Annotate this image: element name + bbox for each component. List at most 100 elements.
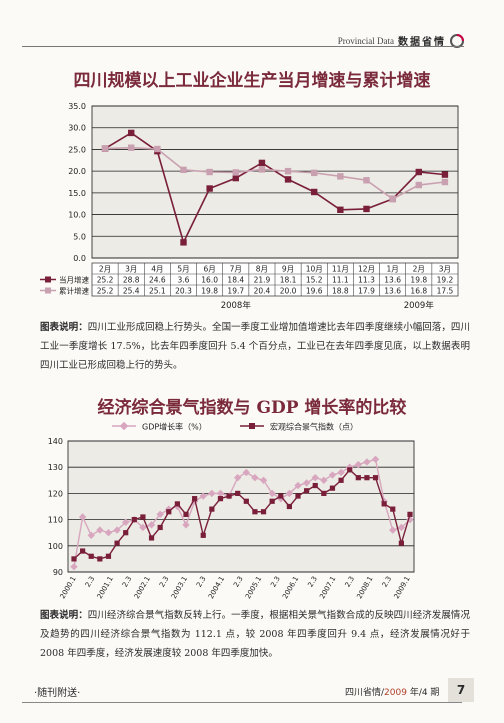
chart1-point xyxy=(284,167,292,175)
chart2-point xyxy=(114,540,120,546)
chart1-data-label: 16.8 xyxy=(410,287,427,296)
chart1-category-label: 3月 xyxy=(125,265,137,274)
chart2-xtick-label: 2.3 xyxy=(306,575,318,589)
chart2-point xyxy=(304,488,310,494)
chart2-point xyxy=(311,474,319,482)
chart2-point xyxy=(268,489,276,498)
chart2-xtick-label: 2004.1 xyxy=(207,575,226,600)
chart1-category-label: 1月 xyxy=(387,265,399,274)
chart2-point xyxy=(97,556,103,562)
chart2-point xyxy=(174,501,180,507)
chart2-legend-marker xyxy=(249,423,255,429)
chart2-xtick-label: 2.3 xyxy=(232,575,244,589)
chart1-data-label: 28.8 xyxy=(123,276,140,285)
chart1-data-label: 11.3 xyxy=(358,276,375,285)
chart2-point xyxy=(337,468,345,477)
chart1-data-label: 20.0 xyxy=(280,287,297,296)
chart2-point xyxy=(183,511,189,517)
chart1-ytick-label: 15.0 xyxy=(68,189,86,198)
chart1-year-label: 2009年 xyxy=(404,300,435,311)
chart1-title: 四川规模以上工业企业生产当月增速与累计增速 xyxy=(73,71,431,91)
chart1-category-label: 6月 xyxy=(204,265,216,274)
chart1-point xyxy=(232,169,239,176)
chart2-xtick-label: 2006.1 xyxy=(281,575,300,600)
chart1-point xyxy=(128,144,135,151)
chart1-data-label: 20.3 xyxy=(175,287,192,296)
chart2-point xyxy=(312,482,318,489)
chart1-point xyxy=(415,181,422,189)
chart1-category-label: 12月 xyxy=(358,265,375,274)
chart2-xtick-label: 2.3 xyxy=(158,575,170,589)
chart2-point xyxy=(166,509,172,515)
chart1-caption-text: 四川工业形成回稳上行势头。全国一季度工业增加值增速比去年四季度继续小幅回落，四川… xyxy=(40,322,470,371)
chart2-index-vs-gdp: GDP增长率（%） 宏观综合景气指数（点） 90 100 110 120 130 140 200… xyxy=(48,421,415,600)
chart2-point xyxy=(235,490,241,496)
chart1-data-label: 25.1 xyxy=(149,287,166,296)
chart2-point xyxy=(364,475,370,481)
chart1-category-label: 4月 xyxy=(151,265,163,274)
chart2-xtick-label: 2.3 xyxy=(195,575,207,589)
chart2-plot-area xyxy=(67,440,415,573)
header-chinese: 数据省情 xyxy=(398,37,446,48)
chart2-point xyxy=(389,526,397,534)
header-rule xyxy=(22,46,464,47)
chart1-point xyxy=(128,129,135,137)
chart2-legend-label: GDP增长率（%） xyxy=(142,422,207,432)
chart2-point xyxy=(140,514,146,520)
chart2-ytick-label: 100 xyxy=(48,542,63,551)
chart1-category-label: 3月 xyxy=(439,265,451,274)
chart2-point xyxy=(243,498,249,504)
chart1-data-label: 24.6 xyxy=(149,276,166,285)
chart2-series-line-0 xyxy=(73,458,411,567)
chart1-point xyxy=(311,169,318,177)
chart1-point xyxy=(337,206,344,213)
chart2-ytick-label: 130 xyxy=(48,463,63,472)
chart2-point xyxy=(80,548,86,554)
chart2-point xyxy=(397,523,406,532)
chart2-point xyxy=(347,467,353,473)
chart2-point xyxy=(147,521,156,529)
footer-journal-name: 四川省情/ xyxy=(345,688,385,698)
chart2-caption: 图表说明：四川经济综合景气指数反转上行。一季度，根据相关景气指数合成的反映四川经… xyxy=(40,606,470,663)
footer-rule xyxy=(22,702,462,703)
chart1-data-label: 11.1 xyxy=(332,276,349,285)
chart2-ytick-label: 120 xyxy=(48,489,63,498)
chart1-point xyxy=(415,168,422,176)
chart1-data-label: 20.4 xyxy=(254,287,271,296)
chart1-point xyxy=(258,166,266,173)
chart2-xtick-label: 2.3 xyxy=(84,575,96,589)
chart2-legend-marker xyxy=(119,421,129,431)
chart2-ytick-label: 90 xyxy=(53,568,63,577)
chart2-title: 经济综合景气指数与 GDP 增长率的比较 xyxy=(97,398,407,418)
chart2-point xyxy=(269,498,275,504)
chart1-data-label: 17.9 xyxy=(358,287,375,296)
chart1-point xyxy=(232,174,239,182)
chart2-xtick-label: 2005.1 xyxy=(244,575,263,600)
chart1-category-label: 2月 xyxy=(413,265,425,274)
chart2-point xyxy=(208,489,216,498)
chart2-ytick-label: 110 xyxy=(48,516,63,525)
footer-year: 2009 xyxy=(384,688,407,698)
chart2-xtick-label: 2008.1 xyxy=(355,575,374,600)
chart2-point xyxy=(278,493,284,499)
chart1-point xyxy=(389,195,396,203)
chart2-point xyxy=(157,524,163,531)
chart2-legend-label: 宏观综合景气指数（点） xyxy=(270,422,358,432)
header-english: Provincial Data xyxy=(337,35,394,46)
chart2-caption-label: 图表说明： xyxy=(40,610,88,621)
chart1-ytick-label: 5.0 xyxy=(73,232,86,241)
chart1-data-label: 19.6 xyxy=(306,287,323,296)
chart2-point xyxy=(199,492,207,500)
chart2-point xyxy=(131,517,137,523)
chart1-legend-label: 累计增速 xyxy=(59,286,89,296)
chart1-ytick-label: 10.0 xyxy=(68,211,86,220)
chart1-data-label: 19.7 xyxy=(227,287,244,296)
chart2-point xyxy=(252,509,258,515)
chart1-ytick-label: 35.0 xyxy=(68,102,86,111)
chart2-caption-text: 四川经济综合景气指数反转上行。一季度，根据相关景气指数合成的反映四川经济发展情况… xyxy=(40,610,470,659)
chart1-series-line-0 xyxy=(104,131,446,245)
chart1-caption: 图表说明：四川工业形成回稳上行势头。全国一季度工业增加值增速比去年四季度继续小幅… xyxy=(40,318,470,375)
chart2-point xyxy=(123,530,129,536)
chart2-xtick-label: 2.3 xyxy=(269,575,281,589)
chart1-category-label: 9月 xyxy=(282,265,294,274)
